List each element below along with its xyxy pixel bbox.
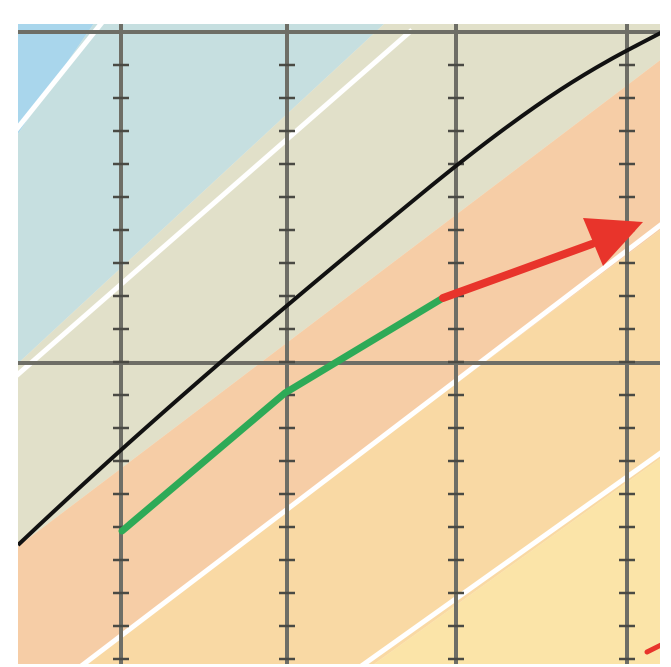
green-trend-line: [118, 294, 447, 535]
band-separator: [79, 222, 660, 664]
band-6: [374, 458, 660, 664]
red-corner-mark: [644, 642, 660, 655]
red-projection-arrowhead: [583, 218, 643, 266]
band-separator: [18, 28, 414, 378]
band-3: [18, 24, 660, 547]
band-separator: [359, 450, 660, 664]
red-projection-line: [439, 240, 596, 302]
black-boundary-curve: [18, 31, 660, 547]
grid: [18, 24, 660, 664]
band-separator: [18, 24, 105, 132]
